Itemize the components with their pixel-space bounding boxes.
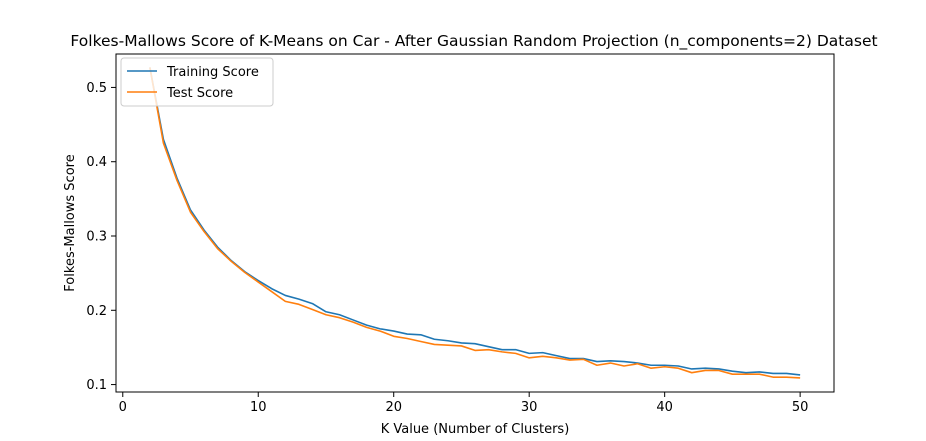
y-axis: 0.1 0.2 0.3 0.4 0.5 bbox=[86, 81, 116, 393]
y-tick-label: 0.1 bbox=[86, 378, 107, 393]
y-tick-label: 0.4 bbox=[86, 155, 107, 170]
series-lines bbox=[149, 67, 801, 379]
x-tick-label: 20 bbox=[385, 400, 402, 415]
y-tick-label: 0.2 bbox=[86, 304, 107, 319]
x-tick-label: 40 bbox=[656, 400, 673, 415]
legend-label-test: Test Score bbox=[166, 86, 233, 101]
x-axis: 0 10 20 30 40 50 bbox=[119, 392, 809, 415]
y-tick-label: 0.5 bbox=[86, 81, 107, 96]
y-tick-label: 0.3 bbox=[86, 230, 107, 245]
legend-box bbox=[120, 57, 274, 107]
x-tick-label: 0 bbox=[119, 400, 127, 415]
x-axis-label: K Value (Number of Clusters) bbox=[381, 422, 570, 437]
series-line-training bbox=[149, 67, 801, 376]
legend-label-training: Training Score bbox=[166, 65, 259, 80]
legend: Training Score Test Score bbox=[120, 57, 274, 107]
plot-area bbox=[115, 53, 835, 393]
chart-title: Folkes-Mallows Score of K-Means on Car -… bbox=[70, 32, 877, 51]
y-axis-label: Folkes-Mallows Score bbox=[63, 154, 78, 291]
x-tick-label: 30 bbox=[521, 400, 538, 415]
x-tick-label: 10 bbox=[250, 400, 267, 415]
x-tick-label: 50 bbox=[792, 400, 809, 415]
series-line-test bbox=[149, 67, 801, 379]
